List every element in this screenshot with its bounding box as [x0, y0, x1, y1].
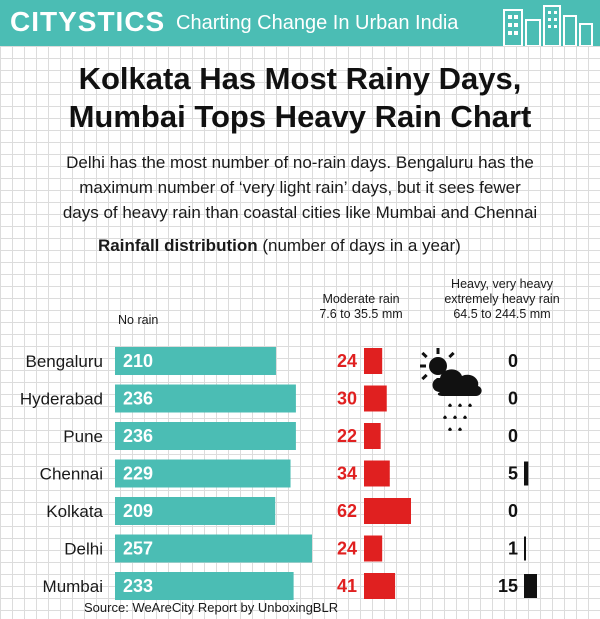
column-header-moderate: Moderate rain 7.6 to 35.5 mm — [306, 292, 416, 322]
no-rain-bar — [115, 347, 276, 375]
no-rain-bar — [115, 534, 312, 563]
heavy-value-label: 0 — [508, 389, 518, 409]
brand-tagline: Charting Change In Urban India — [176, 12, 459, 34]
column-header-heavy-line-1: Heavy, very heavy — [451, 277, 553, 291]
subtitle-line-1: Delhi has the most number of no-rain day… — [66, 153, 534, 172]
city-label: Hyderabad — [20, 390, 103, 409]
subtitle-line-3: days of heavy rain than coastal cities l… — [62, 203, 538, 222]
moderate-value-label: 30 — [337, 389, 357, 409]
headline: Kolkata Has Most Rainy Days, Mumbai Tops… — [0, 60, 600, 136]
grid-background — [0, 46, 600, 619]
heavy-value-label: 0 — [508, 351, 518, 371]
moderate-bar — [364, 423, 381, 449]
subtitle-line-2: maximum number of ‘very light rain’ days… — [79, 178, 521, 197]
no-rain-bar — [115, 422, 296, 450]
heavy-bar — [524, 574, 537, 598]
moderate-value-label: 62 — [337, 501, 357, 521]
city-label: Mumbai — [43, 577, 103, 596]
moderate-bar — [364, 385, 387, 412]
moderate-value-label: 24 — [337, 351, 357, 371]
moderate-bar — [364, 535, 383, 562]
moderate-value-label: 22 — [337, 426, 357, 446]
no-rain-bar — [115, 497, 276, 525]
no-rain-value-label: 257 — [123, 539, 153, 559]
heavy-value-label: 5 — [508, 464, 518, 484]
heavy-bar — [524, 536, 526, 561]
moderate-value-label: 34 — [337, 464, 357, 484]
no-rain-value-label: 236 — [123, 389, 153, 409]
column-header-heavy-line-3: 64.5 to 244.5 mm — [453, 307, 551, 321]
column-header-moderate-line-2: 7.6 to 35.5 mm — [319, 307, 403, 321]
no-rain-bar — [115, 459, 291, 488]
headline-line-2: Mumbai Tops Heavy Rain Chart — [68, 99, 532, 134]
no-rain-value-label: 229 — [123, 464, 153, 484]
moderate-value-label: 24 — [337, 539, 357, 559]
column-header-heavy-line-2: extremely heavy rain — [444, 292, 560, 306]
city-label: Delhi — [64, 540, 103, 559]
header-band: CITYSTICS Charting Change In Urban India — [0, 0, 600, 46]
headline-line-1: Kolkata Has Most Rainy Days, — [78, 61, 522, 96]
no-rain-value-label: 210 — [123, 351, 153, 371]
rain-cloud-sun-icon — [420, 348, 482, 431]
source-note: Source: WeAreCity Report by UnboxingBLR — [84, 600, 339, 615]
chart-title: Rainfall distribution (number of days in… — [98, 236, 461, 256]
no-rain-value-label: 209 — [123, 501, 153, 521]
chart-title-unit: (number of days in a year) — [262, 236, 461, 255]
city-label: Kolkata — [46, 502, 103, 521]
heavy-value-label: 0 — [508, 426, 518, 446]
city-label: Pune — [63, 427, 103, 446]
brand-logo: CITYSTICS — [10, 6, 166, 37]
moderate-bar — [364, 498, 411, 524]
column-header-no-rain: No rain — [118, 313, 159, 327]
heavy-bar — [524, 461, 529, 486]
moderate-bar — [364, 348, 383, 374]
no-rain-value-label: 236 — [123, 426, 153, 446]
city-label: Chennai — [40, 465, 103, 484]
heavy-value-label: 0 — [508, 501, 518, 521]
chart-title-bold: Rainfall distribution — [98, 236, 258, 255]
moderate-value-label: 41 — [337, 576, 357, 596]
city-label: Bengaluru — [25, 352, 103, 371]
no-rain-value-label: 233 — [123, 576, 153, 596]
city-skyline-icon — [503, 5, 593, 46]
moderate-bar — [364, 460, 390, 487]
heavy-value-label: 15 — [498, 576, 518, 596]
heavy-value-label: 1 — [508, 539, 518, 559]
no-rain-bar — [115, 572, 294, 600]
column-header-moderate-line-1: Moderate rain — [322, 292, 400, 306]
moderate-bar — [364, 573, 396, 599]
column-header-heavy: Heavy, very heavy extremely heavy rain 6… — [432, 277, 572, 322]
no-rain-bar — [115, 384, 296, 413]
subtitle: Delhi has the most number of no-rain day… — [0, 150, 600, 225]
